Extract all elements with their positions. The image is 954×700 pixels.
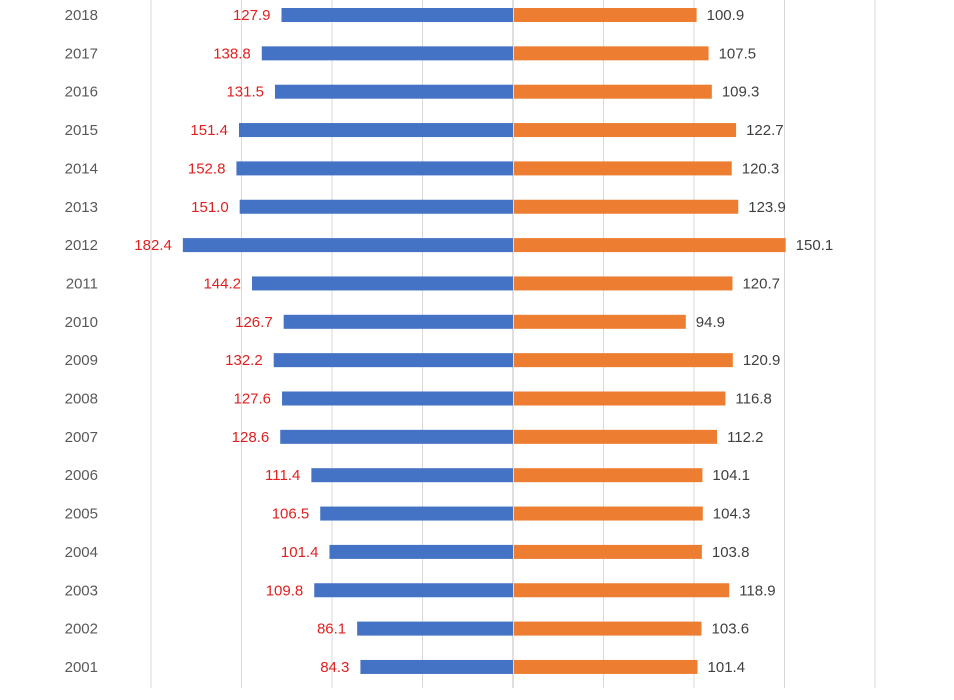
year-label: 2016 (65, 84, 98, 101)
year-label: 2011 (66, 275, 98, 292)
year-label: 2009 (65, 352, 98, 369)
bar-left (273, 353, 513, 368)
data-label-right: 107.5 (719, 45, 757, 62)
bar-right (514, 506, 703, 521)
data-label-right: 109.3 (722, 84, 760, 101)
bar-right (514, 621, 702, 636)
data-label-left: 109.8 (266, 582, 304, 599)
data-label-right: 104.3 (713, 506, 751, 523)
bar-right (514, 238, 786, 253)
data-label-left: 144.2 (203, 275, 241, 292)
year-label: 2014 (65, 160, 98, 177)
year-label: 2004 (65, 544, 98, 561)
bar-right (514, 544, 702, 559)
year-label: 2003 (65, 582, 98, 599)
bar-left (251, 276, 514, 291)
bar-left (261, 46, 513, 61)
data-label-right: 100.9 (707, 7, 745, 24)
bar-right (514, 161, 732, 176)
category-axis-labels: 2018 2017 2016 2015 2014 2013 2012 2011 2010 2009… (65, 7, 98, 676)
year-label: 2006 (65, 467, 98, 484)
year-label: 2013 (65, 199, 98, 216)
bar-right (514, 583, 730, 598)
data-label-right: 103.6 (712, 621, 750, 638)
data-label-left: 127.6 (233, 391, 271, 408)
bar-left (274, 84, 513, 99)
data-label-right: 94.9 (696, 314, 725, 331)
bar-left (314, 583, 513, 598)
data-label-left: 126.7 (235, 314, 273, 331)
year-label: 2018 (65, 7, 98, 24)
data-label-right: 150.1 (796, 237, 834, 254)
data-label-right: 122.7 (746, 122, 784, 139)
bar-left (238, 123, 513, 138)
bar-left (360, 659, 513, 674)
bar-right (514, 659, 698, 674)
bar-right (514, 46, 709, 61)
data-label-left: 111.4 (265, 467, 300, 484)
bar-left (329, 544, 513, 559)
bar-right (514, 123, 737, 138)
year-label: 2017 (65, 45, 98, 62)
year-label: 2001 (65, 659, 98, 676)
bar-left (311, 468, 513, 483)
data-label-right: 112.2 (727, 429, 763, 446)
data-label-left: 84.3 (320, 659, 349, 676)
data-label-right: 123.9 (748, 199, 786, 216)
bar-left (357, 621, 513, 636)
bar-right (514, 429, 718, 444)
bar-right (514, 8, 697, 22)
data-label-left: 106.5 (272, 506, 310, 523)
bar-left (182, 238, 513, 253)
data-label-left: 128.6 (232, 429, 270, 446)
bar-right (514, 84, 712, 99)
year-label: 2005 (65, 506, 98, 523)
year-label: 2008 (65, 391, 98, 408)
data-label-left: 151.0 (191, 199, 229, 216)
data-label-left: 86.1 (317, 621, 346, 638)
data-label-right: 120.7 (742, 275, 780, 292)
data-label-right: 116.8 (735, 391, 771, 408)
data-label-right: 101.4 (708, 659, 746, 676)
bar-left (283, 314, 513, 329)
year-label: 2012 (65, 237, 98, 254)
bar-right (514, 353, 733, 368)
data-label-right: 103.8 (712, 544, 750, 561)
bar-right (514, 276, 733, 291)
data-label-right: 104.1 (712, 467, 750, 484)
bar-right (514, 314, 686, 329)
bar-left (281, 8, 513, 22)
data-label-left: 127.9 (233, 7, 271, 24)
data-labels: 127.9 100.9 138.8 107.5 131.5 109.3 151.4 122.7… (134, 7, 833, 676)
bar-right (514, 468, 703, 483)
year-label: 2007 (65, 429, 98, 446)
gridlines (150, 0, 876, 688)
data-label-left: 131.5 (226, 84, 264, 101)
bar-right (514, 391, 726, 406)
bar-left (239, 199, 513, 214)
data-label-right: 120.9 (743, 352, 781, 369)
year-label: 2010 (65, 314, 98, 331)
data-label-left: 132.2 (225, 352, 263, 369)
data-label-left: 101.4 (281, 544, 319, 561)
bar-left (282, 391, 513, 406)
data-label-right: 120.3 (742, 160, 780, 177)
data-label-left: 182.4 (134, 237, 172, 254)
bar-right (514, 199, 739, 214)
bar-left (236, 161, 513, 176)
bars (182, 8, 786, 674)
bar-left (320, 506, 513, 521)
data-label-left: 151.4 (190, 122, 228, 139)
bar-left (280, 429, 513, 444)
data-label-left: 138.8 (213, 45, 251, 62)
data-label-left: 152.8 (188, 160, 226, 177)
data-label-right: 118.9 (739, 582, 775, 599)
year-label: 2015 (65, 122, 98, 139)
year-label: 2002 (65, 621, 98, 638)
